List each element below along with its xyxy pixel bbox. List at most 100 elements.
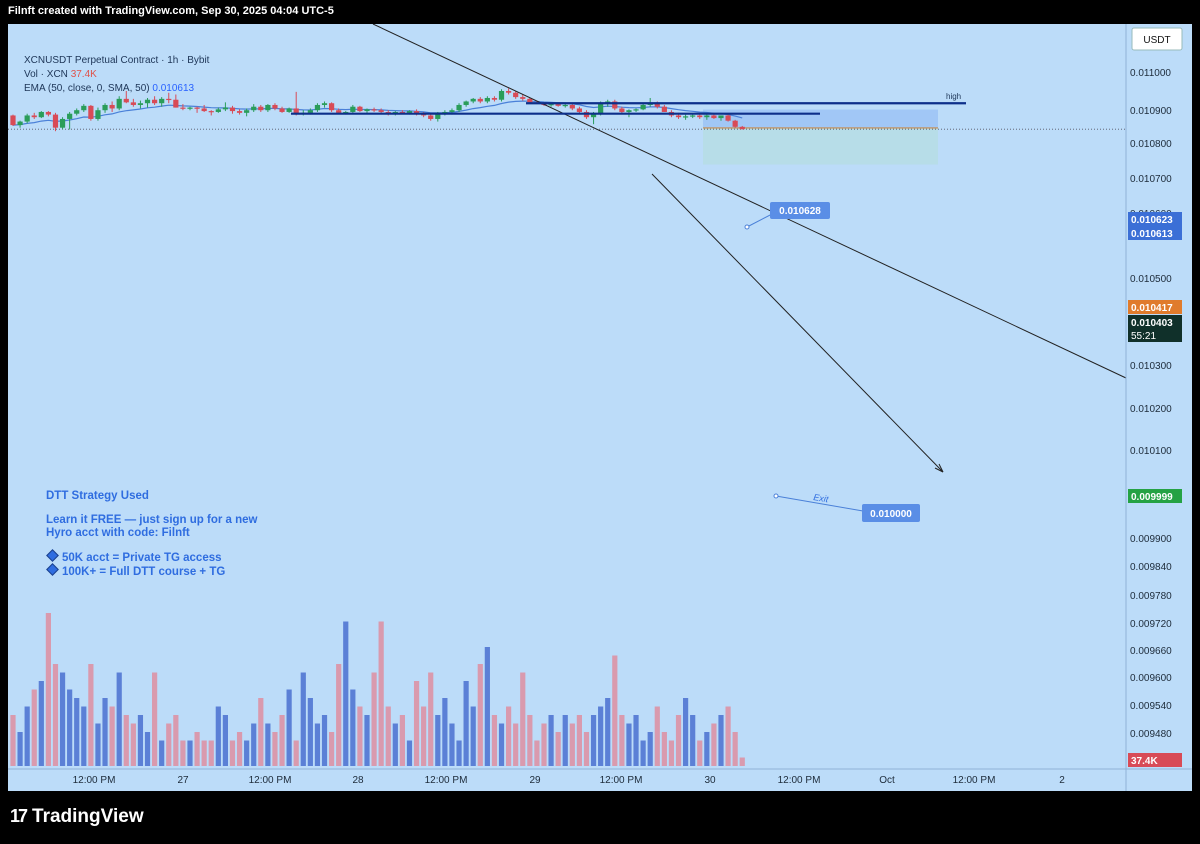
volume-bar [477,664,483,766]
candle-body [576,108,582,112]
volume-bar [675,715,682,766]
candle-body [102,104,108,111]
candle-body [95,110,101,119]
volume-bar [336,664,342,766]
callout-bottom-leader [775,495,864,512]
volume-bar [654,706,660,766]
volume-bar [548,715,554,766]
candle-body [683,116,689,118]
candle-body [81,105,87,111]
volume-bar [10,715,16,766]
volume-bar [67,689,73,766]
price-tick: 0.009660 [1130,646,1172,657]
volume-bar [661,732,667,766]
candle-body [725,115,731,121]
time-tick: 27 [177,775,189,786]
volume-bar [166,723,172,766]
volume-bar [718,715,724,766]
candle-body [187,107,193,109]
candle-body [371,109,377,111]
price-tick: 0.010500 [1130,274,1172,285]
price-chart[interactable]: high 0.010628 Exit 0.010000 USDT 0.011000 0.0… [8,24,1192,791]
price-tick: 0.011000 [1130,68,1171,79]
candle-body [244,110,250,113]
volume-bar [159,740,165,766]
note-bullet-2: 100K+ = Full DTT course + TG [62,566,226,578]
volume-bar [491,715,498,766]
diamond-bullet-icon [46,549,59,562]
candle-body [38,111,44,118]
candle-body [45,111,51,115]
candle-body [336,110,342,113]
candle-body [690,115,696,117]
volume-value: 37.4K [70,69,97,80]
volume-bar [222,715,228,766]
price-tick: 0.009600 [1130,673,1172,684]
candle-body [137,103,144,105]
volume-bar [555,732,561,766]
callout-top-anchor [744,224,750,230]
candle-body [357,106,363,112]
strategy-note: DTT Strategy Used Learn it FREE — just s… [46,490,258,579]
candle-body [201,108,207,112]
volume-bar [109,706,115,766]
time-tick: 12:00 PM [600,775,643,786]
candle-body [17,121,23,126]
volume-bar [668,740,675,766]
price-tick: 0.009780 [1130,591,1172,602]
volume-bar [74,698,80,766]
volume-bar [130,723,136,766]
candle-body [321,103,328,105]
candle-body [159,98,165,104]
time-tick: Oct [879,775,895,786]
volume-bar [605,698,611,766]
volume-bar [626,723,632,766]
candle-body [307,110,313,113]
exit-label: Exit [813,492,830,504]
volume-bar [498,723,505,766]
volume-line: Vol · XCN 37.4K [24,68,209,82]
ema-value: 0.010613 [152,83,195,94]
currency-box [1131,27,1183,51]
price-tick: 0.009840 [1130,562,1172,573]
volume-bar [229,740,236,766]
volume-label: Vol · XCN [24,69,68,80]
candle-body [67,113,73,119]
volume-bar [194,732,200,766]
volume-tag-box [1128,753,1182,767]
candle-body [626,110,632,112]
candle-body [293,108,299,114]
candle-body [435,112,441,119]
ema-tag-b-box [1128,226,1182,240]
target-tag-box [1128,489,1182,503]
volume-bar [95,723,101,766]
volume-bar [307,698,313,766]
candle-body [619,108,625,112]
volume-bar [251,723,257,766]
candle-body [428,115,434,119]
volume-bar [392,723,398,766]
volume-bar [152,672,158,766]
volume-bar [215,706,221,766]
candle-body [130,102,136,105]
volume-bar [640,740,646,766]
volume-bar [435,715,441,766]
candle-body [513,92,519,98]
price-tick: 0.010200 [1130,404,1172,415]
candle-body [491,97,498,100]
note-line-2: Hyro acct with code: Filnft [46,527,190,539]
candle-body [236,111,243,113]
ema-label: EMA (50, close, 0, SMA, 50) [24,83,150,94]
note-bullet-1: 50K acct = Private TG access [62,552,222,564]
volume-bar [272,732,278,766]
volume-bar [293,740,299,766]
position-zones [8,109,1126,165]
volume-bar [484,647,490,766]
volume-bar [576,715,582,766]
candle-body [598,103,604,114]
candle-body [272,104,278,109]
candle-body [229,107,236,112]
chart-area[interactable]: high 0.010628 Exit 0.010000 USDT 0.011000 0.0… [8,24,1192,791]
volume-bar [52,664,59,766]
time-tick: 12:00 PM [778,775,821,786]
